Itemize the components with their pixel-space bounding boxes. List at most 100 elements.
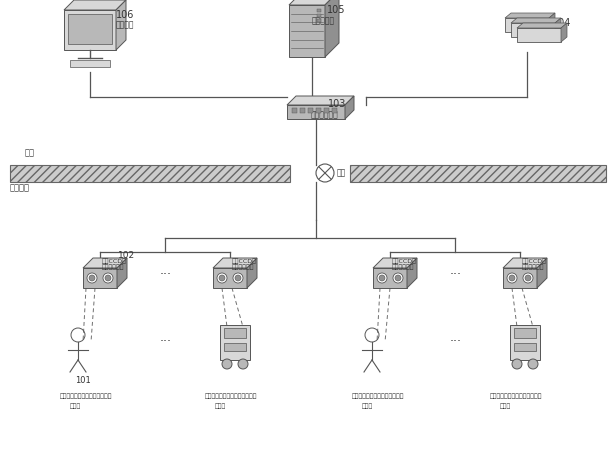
Text: ···: ···	[160, 268, 172, 281]
Text: 安型定位基站: 安型定位基站	[102, 265, 125, 270]
Polygon shape	[407, 258, 417, 288]
Text: 104: 104	[553, 18, 572, 28]
Bar	[324, 108, 329, 113]
Circle shape	[87, 273, 97, 283]
Text: 井上: 井上	[25, 148, 35, 157]
Polygon shape	[247, 258, 257, 288]
Bar	[300, 108, 305, 113]
Bar	[511, 23, 555, 37]
Polygon shape	[373, 258, 417, 268]
Circle shape	[233, 273, 243, 283]
Bar	[332, 108, 337, 113]
Text: 固定在移动目标上的无线射频识: 固定在移动目标上的无线射频识	[352, 393, 405, 399]
Polygon shape	[117, 258, 127, 288]
Text: 固定在移动目标上的无线射频识: 固定在移动目标上的无线射频识	[60, 393, 112, 399]
Bar	[70, 60, 110, 67]
Text: 别标签: 别标签	[362, 403, 373, 409]
Polygon shape	[505, 13, 555, 18]
Bar	[350, 165, 606, 182]
Bar	[514, 343, 536, 351]
Text: 安型定位基站: 安型定位基站	[522, 265, 545, 270]
Circle shape	[379, 275, 385, 281]
Bar	[308, 108, 313, 113]
Polygon shape	[345, 96, 354, 119]
Circle shape	[523, 273, 533, 283]
Polygon shape	[83, 258, 127, 268]
Circle shape	[222, 359, 232, 369]
Circle shape	[507, 273, 517, 283]
Polygon shape	[287, 96, 354, 105]
Text: 内置CCD本: 内置CCD本	[102, 258, 127, 264]
Polygon shape	[64, 0, 126, 10]
Text: 别标签: 别标签	[215, 403, 226, 409]
Circle shape	[103, 273, 113, 283]
Text: 别标签: 别标签	[70, 403, 81, 409]
Bar	[68, 14, 112, 44]
Bar	[517, 28, 561, 42]
Circle shape	[393, 273, 403, 283]
Bar	[220, 325, 250, 360]
Polygon shape	[116, 0, 126, 50]
Text: ···: ···	[160, 335, 172, 348]
Text: 103: 103	[328, 99, 346, 109]
Text: 105: 105	[327, 5, 346, 15]
Bar	[317, 19, 321, 22]
Bar	[224, 328, 246, 338]
Bar	[83, 268, 117, 288]
Bar	[316, 108, 321, 113]
Bar	[213, 268, 247, 288]
Bar	[292, 108, 297, 113]
Text: 固定在移动目标上的无线射频识: 固定在移动目标上的无线射频识	[490, 393, 543, 399]
Circle shape	[509, 275, 515, 281]
Circle shape	[235, 275, 241, 281]
Circle shape	[217, 273, 227, 283]
Circle shape	[377, 273, 387, 283]
Bar	[289, 5, 325, 57]
Text: 安型定位基站: 安型定位基站	[392, 265, 414, 270]
Text: 以太网交换机: 以太网交换机	[311, 110, 339, 119]
Polygon shape	[549, 13, 555, 32]
Bar	[373, 268, 407, 288]
Bar	[317, 14, 321, 17]
Text: 井下巨道: 井下巨道	[10, 183, 30, 192]
Text: 定位服务器: 定位服务器	[312, 16, 335, 25]
Polygon shape	[213, 258, 257, 268]
Text: 101: 101	[75, 376, 91, 385]
Circle shape	[512, 359, 522, 369]
Bar	[64, 10, 116, 50]
Bar	[514, 328, 536, 338]
Circle shape	[525, 275, 531, 281]
Bar	[503, 268, 537, 288]
Text: ···: ···	[450, 335, 462, 348]
Bar	[317, 9, 321, 12]
Polygon shape	[325, 0, 339, 57]
Polygon shape	[511, 18, 561, 23]
Polygon shape	[561, 23, 567, 42]
Text: 光纤: 光纤	[337, 169, 346, 178]
Bar	[510, 325, 540, 360]
Circle shape	[238, 359, 248, 369]
Text: 固定在移动目标上的无线射频识: 固定在移动目标上的无线射频识	[205, 393, 257, 399]
Text: ···: ···	[450, 268, 462, 281]
Text: 基站控制器: 基站控制器	[537, 29, 560, 38]
Bar	[10, 165, 290, 182]
Bar	[505, 18, 549, 32]
Polygon shape	[503, 258, 547, 268]
Circle shape	[395, 275, 401, 281]
Polygon shape	[289, 0, 339, 5]
Bar	[287, 105, 345, 119]
Circle shape	[528, 359, 538, 369]
Circle shape	[219, 275, 225, 281]
Circle shape	[89, 275, 95, 281]
Text: 监控终端: 监控终端	[116, 20, 134, 29]
Text: 别标签: 别标签	[500, 403, 511, 409]
Polygon shape	[555, 18, 561, 37]
Polygon shape	[537, 258, 547, 288]
Polygon shape	[517, 23, 567, 28]
Circle shape	[105, 275, 111, 281]
Text: 安型定位基站: 安型定位基站	[232, 265, 254, 270]
Circle shape	[316, 164, 334, 182]
Text: 内置CCD本: 内置CCD本	[392, 258, 417, 264]
Bar	[224, 343, 246, 351]
Text: 内置CCD本: 内置CCD本	[522, 258, 547, 264]
